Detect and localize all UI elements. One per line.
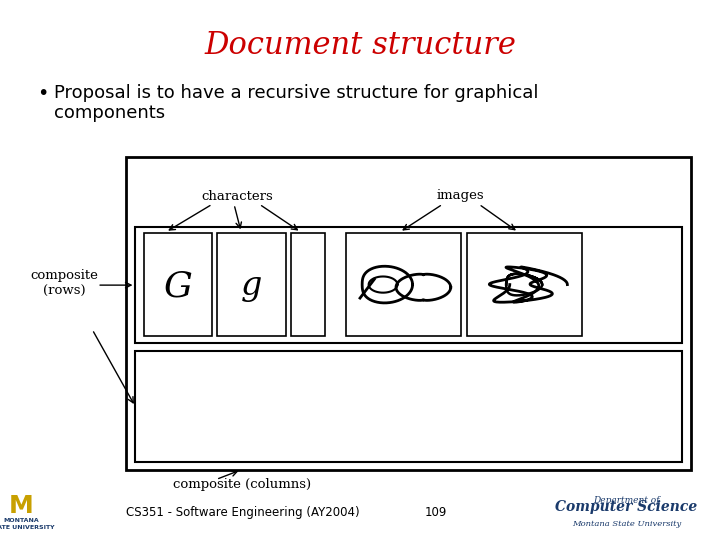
Bar <box>135 351 682 462</box>
Text: M: M <box>9 494 34 518</box>
Text: CS351 - Software Engineering (AY2004): CS351 - Software Engineering (AY2004) <box>126 507 359 519</box>
Text: Montana State University: Montana State University <box>572 520 681 528</box>
Text: Proposal is to have a recursive structure for graphical
components: Proposal is to have a recursive structur… <box>54 84 539 123</box>
Bar <box>126 157 691 470</box>
Text: characters: characters <box>202 190 274 202</box>
Text: Department of: Department of <box>593 496 660 505</box>
Text: Document structure: Document structure <box>204 30 516 60</box>
Bar <box>291 233 325 336</box>
Text: MONTANA
STATE UNIVERSITY: MONTANA STATE UNIVERSITY <box>0 518 55 530</box>
Text: composite (columns): composite (columns) <box>173 478 311 491</box>
Text: •: • <box>37 84 49 103</box>
Text: composite
(rows): composite (rows) <box>31 269 99 298</box>
Text: 109: 109 <box>424 507 447 519</box>
Bar <box>144 233 212 336</box>
Text: G: G <box>163 269 192 303</box>
Bar <box>467 233 582 336</box>
Bar <box>135 227 682 343</box>
Text: images: images <box>437 190 485 202</box>
Bar <box>346 233 461 336</box>
Text: g: g <box>240 270 262 302</box>
Text: Computer Science: Computer Science <box>555 500 698 514</box>
Bar <box>217 233 286 336</box>
